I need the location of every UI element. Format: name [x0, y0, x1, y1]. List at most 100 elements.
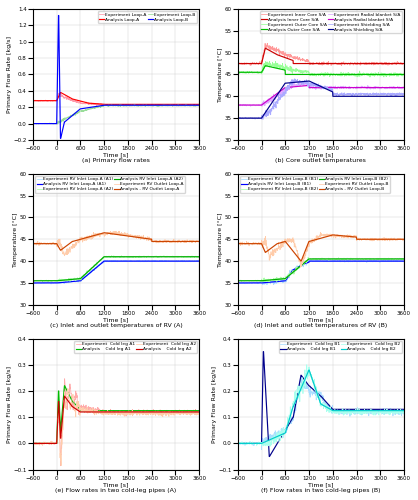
Line: Experiment  Cold leg B2: Experiment Cold leg B2: [238, 365, 404, 446]
Analysis    Cold leg A2: [187, 409, 192, 415]
Experiment  Cold leg A2: [84, 408, 89, 414]
Analysis Shielding S/A: [391, 94, 396, 100]
Line: Analysis Radial blanket S/A: Analysis Radial blanket S/A: [238, 86, 404, 105]
Experiment Shielding S/A: [402, 91, 407, 97]
Analysis - RV Outlet Loop-B: [391, 236, 396, 242]
Experiment Outer Core S/A: [313, 72, 318, 78]
Analysis Inner Core S/A: [391, 60, 396, 66]
Analysis Loop-B: [80, 106, 85, 112]
Experiment Shielding S/A: [288, 81, 293, 87]
Line: Analysis - RV Outlet Loop-B: Analysis - RV Outlet Loop-B: [238, 235, 404, 261]
Analysis - RV Outlet Loop-B: [330, 232, 335, 238]
Experiment  Cold leg A1: [62, 376, 67, 382]
Legend: Experiment  Cold leg B1, Analysis    Cold leg B1, Experiment  Cold leg B2, Analy: Experiment Cold leg B1, Analysis Cold le…: [279, 341, 402, 352]
Analysis RV Inlet Loop-B (B2): [285, 274, 290, 280]
Analysis RV Inlet Loop-A (A1): [184, 258, 189, 264]
Analysis Shielding S/A: [288, 80, 293, 86]
Analysis - RV Outlet Loop-B: [393, 236, 398, 242]
Legend: Experiment Inner Core S/A, Analysis Inner Core S/A, Experiment Outer Core S/A, A: Experiment Inner Core S/A, Analysis Inne…: [260, 11, 402, 33]
Analysis Shielding S/A: [306, 78, 311, 84]
Analysis RV Inlet Loop-B (B2): [313, 256, 318, 262]
Experiment  Cold leg B2: [313, 388, 318, 394]
Experiment RV Outlet Loop-B: [318, 230, 323, 235]
Experiment Inner Core S/A: [389, 62, 394, 68]
Experiment  Cold leg A1: [58, 462, 63, 468]
Analysis Outer Core S/A: [285, 72, 290, 78]
Experiment RV Inlet Loop-A (A2): [109, 252, 114, 258]
Analysis RV Inlet Loop-B (B1): [392, 258, 397, 264]
Experiment RV Inlet Loop-A (A1): [184, 258, 189, 264]
Analysis    Cold leg A1: [31, 440, 36, 446]
Analysis - RV Outlet Loop-B: [235, 240, 240, 246]
Experiment  Cold leg A2: [186, 410, 191, 416]
Line: Experiment Shielding S/A: Experiment Shielding S/A: [238, 79, 404, 120]
Experiment Shielding S/A: [235, 116, 240, 121]
Experiment  Cold leg A1: [184, 410, 189, 416]
X-axis label: Time [s]
(c) Inlet and outlet temperatures of RV (A): Time [s] (c) Inlet and outlet temperatur…: [50, 318, 183, 328]
Line: Analysis Outer Core S/A: Analysis Outer Core S/A: [238, 66, 404, 74]
Line: Experiment Loop-B: Experiment Loop-B: [33, 104, 199, 124]
Experiment  Cold leg B2: [268, 443, 273, 449]
Analysis RV Inlet Loop-B (B1): [288, 270, 293, 276]
Experiment Loop-A: [188, 102, 193, 108]
Analysis Outer Core S/A: [288, 72, 293, 78]
Experiment Loop-B: [197, 102, 202, 108]
Experiment RV Inlet Loop-A (A1): [197, 258, 202, 264]
Analysis RV Inlet Loop-B (B2): [235, 278, 240, 284]
Analysis RV Inlet Loop-A (A2): [80, 274, 85, 280]
Experiment RV Inlet Loop-A (A1): [80, 274, 85, 280]
Experiment  Cold leg B1: [285, 426, 290, 432]
Experiment Radial blanket S/A: [305, 78, 310, 84]
Analysis Loop-A: [58, 90, 63, 96]
Analysis - RV Outlet Loop-A: [84, 234, 89, 240]
Experiment Radial blanket S/A: [288, 85, 293, 91]
Experiment RV Inlet Loop-B (B2): [393, 256, 398, 262]
Analysis - RV Outlet Loop-A: [184, 238, 189, 244]
Experiment RV Outlet Loop-B: [298, 264, 303, 270]
Line: Experiment Loop-A: Experiment Loop-A: [33, 93, 199, 106]
Analysis    Cold leg B2: [402, 408, 407, 414]
Experiment RV Inlet Loop-A (A2): [186, 254, 191, 260]
Line: Experiment RV Inlet Loop-A (A1): Experiment RV Inlet Loop-A (A1): [33, 260, 199, 284]
Experiment  Cold leg A2: [197, 410, 202, 416]
Analysis - RV Outlet Loop-B: [313, 237, 318, 243]
Analysis RV Inlet Loop-A (A1): [80, 276, 85, 282]
Experiment RV Outlet Loop-A: [80, 236, 85, 242]
Line: Experiment  Cold leg A1: Experiment Cold leg A1: [33, 378, 199, 466]
Analysis    Cold leg A2: [31, 440, 36, 446]
Analysis    Cold leg B1: [261, 348, 266, 354]
Analysis RV Inlet Loop-B (B1): [389, 258, 394, 264]
Line: Experiment  Cold leg A2: Experiment Cold leg A2: [33, 388, 199, 466]
Experiment Shielding S/A: [393, 90, 398, 96]
Experiment RV Inlet Loop-A (A1): [186, 258, 191, 264]
Experiment Inner Core S/A: [285, 54, 290, 60]
Analysis Outer Core S/A: [391, 72, 396, 78]
Experiment Loop-B: [31, 120, 36, 126]
Experiment  Cold leg B2: [402, 412, 407, 418]
Analysis    Cold leg A2: [84, 409, 89, 415]
Experiment RV Outlet Loop-B: [391, 236, 396, 242]
Experiment  Cold leg A1: [31, 440, 36, 446]
Experiment  Cold leg B2: [393, 408, 398, 414]
Analysis Outer Core S/A: [283, 72, 288, 78]
Experiment Loop-A: [186, 102, 191, 108]
Analysis Shielding S/A: [389, 94, 394, 100]
Experiment RV Outlet Loop-A: [113, 228, 118, 234]
Analysis Radial blanket S/A: [313, 84, 318, 90]
Analysis RV Inlet Loop-A (A1): [187, 258, 192, 264]
Experiment Shielding S/A: [389, 93, 394, 99]
Analysis    Cold leg B1: [313, 388, 318, 394]
Experiment  Cold leg A2: [59, 462, 64, 468]
Analysis RV Inlet Loop-B (B1): [285, 276, 290, 281]
Experiment Loop-A: [80, 100, 85, 106]
Analysis RV Inlet Loop-A (A1): [108, 258, 113, 264]
Experiment Outer Core S/A: [402, 70, 407, 76]
Analysis Outer Core S/A: [263, 62, 268, 68]
X-axis label: Time [s]
(e) Flow rates in two cold-leg pipes (A): Time [s] (e) Flow rates in two cold-leg …: [56, 482, 177, 493]
Experiment RV Outlet Loop-A: [108, 230, 113, 236]
Analysis - RV Outlet Loop-A: [80, 236, 85, 242]
Analysis    Cold leg A1: [62, 382, 67, 388]
Line: Analysis    Cold leg B1: Analysis Cold leg B1: [238, 352, 404, 457]
Experiment RV Inlet Loop-B (B2): [260, 279, 265, 285]
Analysis Outer Core S/A: [393, 72, 398, 78]
